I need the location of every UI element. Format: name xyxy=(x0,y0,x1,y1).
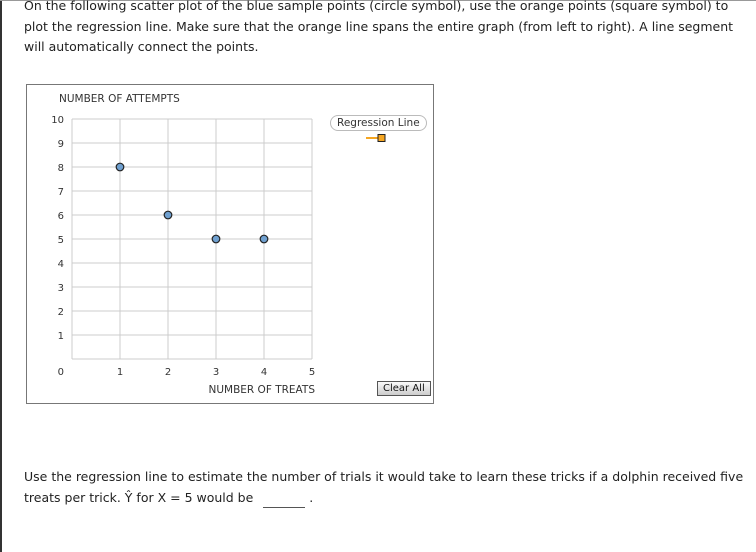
y-tick-label: 0 xyxy=(58,367,64,378)
y-tick-label: 5 xyxy=(58,235,64,246)
sample-point xyxy=(211,234,221,244)
clear-all-button[interactable]: Clear All xyxy=(377,381,431,396)
y-tick-label: 2 xyxy=(58,307,64,318)
x-tick-label: 2 xyxy=(165,367,171,378)
question-suffix: . xyxy=(309,489,314,505)
sample-point xyxy=(163,210,173,220)
y-tick-label: 7 xyxy=(58,187,64,198)
y-tick-label: 8 xyxy=(58,163,64,174)
y-tick-label: 10 xyxy=(51,115,64,126)
x-tick-label: 4 xyxy=(261,367,267,378)
x-axis-label: NUMBER OF TREATS xyxy=(208,384,315,396)
sample-point xyxy=(259,234,269,244)
instructions-text: On the following scatter plot of the blu… xyxy=(24,0,734,54)
legend-regression-line: Regression Line xyxy=(330,115,427,131)
y-tick-label: 4 xyxy=(58,259,64,270)
x-tick-label: 1 xyxy=(117,367,123,378)
y-axis-label: NUMBER OF ATTEMPTS xyxy=(59,93,180,105)
y-tick-label: 1 xyxy=(58,331,64,342)
question-text: Use the regression line to estimate the … xyxy=(24,467,744,508)
top-border xyxy=(0,0,756,1)
sample-point xyxy=(115,162,125,172)
left-border xyxy=(0,0,2,552)
legend-orange-square-handle[interactable] xyxy=(377,134,386,142)
question-prefix: Use the regression line to estimate the … xyxy=(24,469,744,505)
y-tick-label: 6 xyxy=(58,211,64,222)
x-tick-label: 3 xyxy=(213,367,219,378)
y-tick-label: 9 xyxy=(58,139,64,150)
y-tick-label: 3 xyxy=(58,283,64,294)
answer-input[interactable] xyxy=(263,493,306,508)
x-tick-label: 5 xyxy=(309,367,315,378)
